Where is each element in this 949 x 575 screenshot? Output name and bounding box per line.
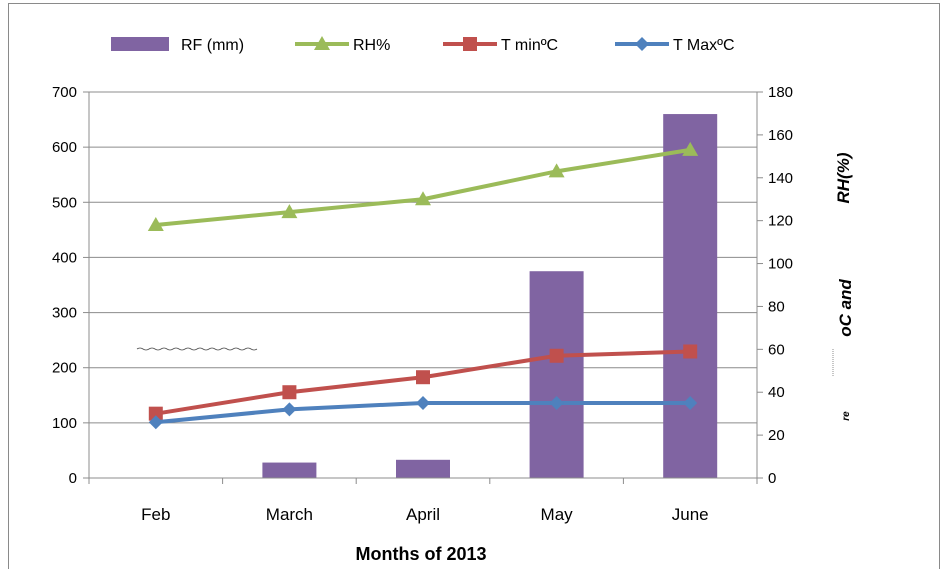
legend-item-rf-mm: RF (mm) <box>111 37 244 54</box>
y-right-tick-label: 80 <box>768 298 785 315</box>
bar-march <box>262 462 317 478</box>
y-left-tick-label: 0 <box>69 470 77 487</box>
y-right-tick-label: 20 <box>768 427 785 444</box>
x-tick-label: May <box>541 505 574 524</box>
point-t-min-c <box>282 385 297 400</box>
point-t-max-c <box>683 395 698 410</box>
bar-series <box>262 114 718 479</box>
bar-june <box>663 114 718 479</box>
y-right-tick-label: 40 <box>768 384 785 401</box>
y-right-tick-label: 180 <box>768 84 793 101</box>
legend-label: T minºC <box>501 37 558 54</box>
point-rh <box>415 191 431 206</box>
y-left-tick-label: 400 <box>52 249 77 266</box>
y-right-tick-label: 60 <box>768 341 785 358</box>
y-left-tick-label: 300 <box>52 305 77 322</box>
point-t-min-c <box>549 348 564 363</box>
point-rh <box>548 163 565 178</box>
point-t-max-c <box>549 395 564 410</box>
bar-may <box>529 271 584 478</box>
legend-item-rh: RH% <box>295 36 390 54</box>
y-right-tick-label: 160 <box>768 127 793 144</box>
y-right-title-oc: oC and <box>836 279 855 337</box>
y-left-tick-label: 200 <box>52 360 77 377</box>
line-rh <box>155 147 691 227</box>
legend-label: RH% <box>353 37 390 54</box>
line-series <box>147 141 699 430</box>
point-rh <box>682 141 699 156</box>
legend-item-t-min-c: T minºC <box>443 37 558 54</box>
x-tick-label: April <box>406 505 440 524</box>
y-left-tick-label: 500 <box>52 194 77 211</box>
legend-marker <box>463 37 477 51</box>
x-tick-label: June <box>672 505 709 524</box>
y-right-title-re: re <box>841 411 852 421</box>
bar-april <box>396 459 450 478</box>
chart-frame: 0 100 200 300 400 500 600 700 0 20 40 60 80 100 120 140… <box>8 3 940 569</box>
legend-item-t-max-c: T MaxºC <box>615 37 735 54</box>
decorative-squiggle <box>136 347 258 351</box>
y-left-tick-label: 100 <box>52 415 77 432</box>
y-left-tick-label: 600 <box>52 139 77 156</box>
y-right-tick-label: 100 <box>768 256 793 273</box>
point-rh <box>281 204 298 219</box>
legend: RF (mm) RH% T minºC T MaxºC <box>111 36 735 54</box>
point-t-min-c <box>416 370 430 385</box>
point-t-max-c <box>282 402 297 417</box>
y-right-title-rh: RH(%) <box>834 152 853 203</box>
point-t-max-c <box>416 395 430 410</box>
y-right-tick-label: 120 <box>768 213 793 230</box>
x-tick-label: Feb <box>141 505 170 524</box>
legend-marker <box>314 36 330 50</box>
point-t-min-c <box>148 406 163 421</box>
point-t-min-c <box>683 344 698 359</box>
legend-label: T MaxºC <box>673 37 735 54</box>
legend-swatch <box>111 37 169 51</box>
y-left-tick-label: 700 <box>52 84 77 101</box>
legend-marker <box>635 37 649 51</box>
axes <box>83 91 763 484</box>
point-rh <box>147 216 164 231</box>
tick-labels: 0 100 200 300 400 500 600 700 0 20 40 60 80 100 120 140… <box>52 84 793 524</box>
x-tick-label: March <box>266 505 313 524</box>
chart: 0 100 200 300 400 500 600 700 0 20 40 60 80 100 120 140… <box>52 36 855 564</box>
legend-label: RF (mm) <box>181 37 244 54</box>
y-right-tick-label: 0 <box>768 470 776 487</box>
x-axis-title: Months of 2013 <box>355 544 486 564</box>
point-t-max-c <box>148 415 163 430</box>
y-right-tick-label: 140 <box>768 170 793 187</box>
